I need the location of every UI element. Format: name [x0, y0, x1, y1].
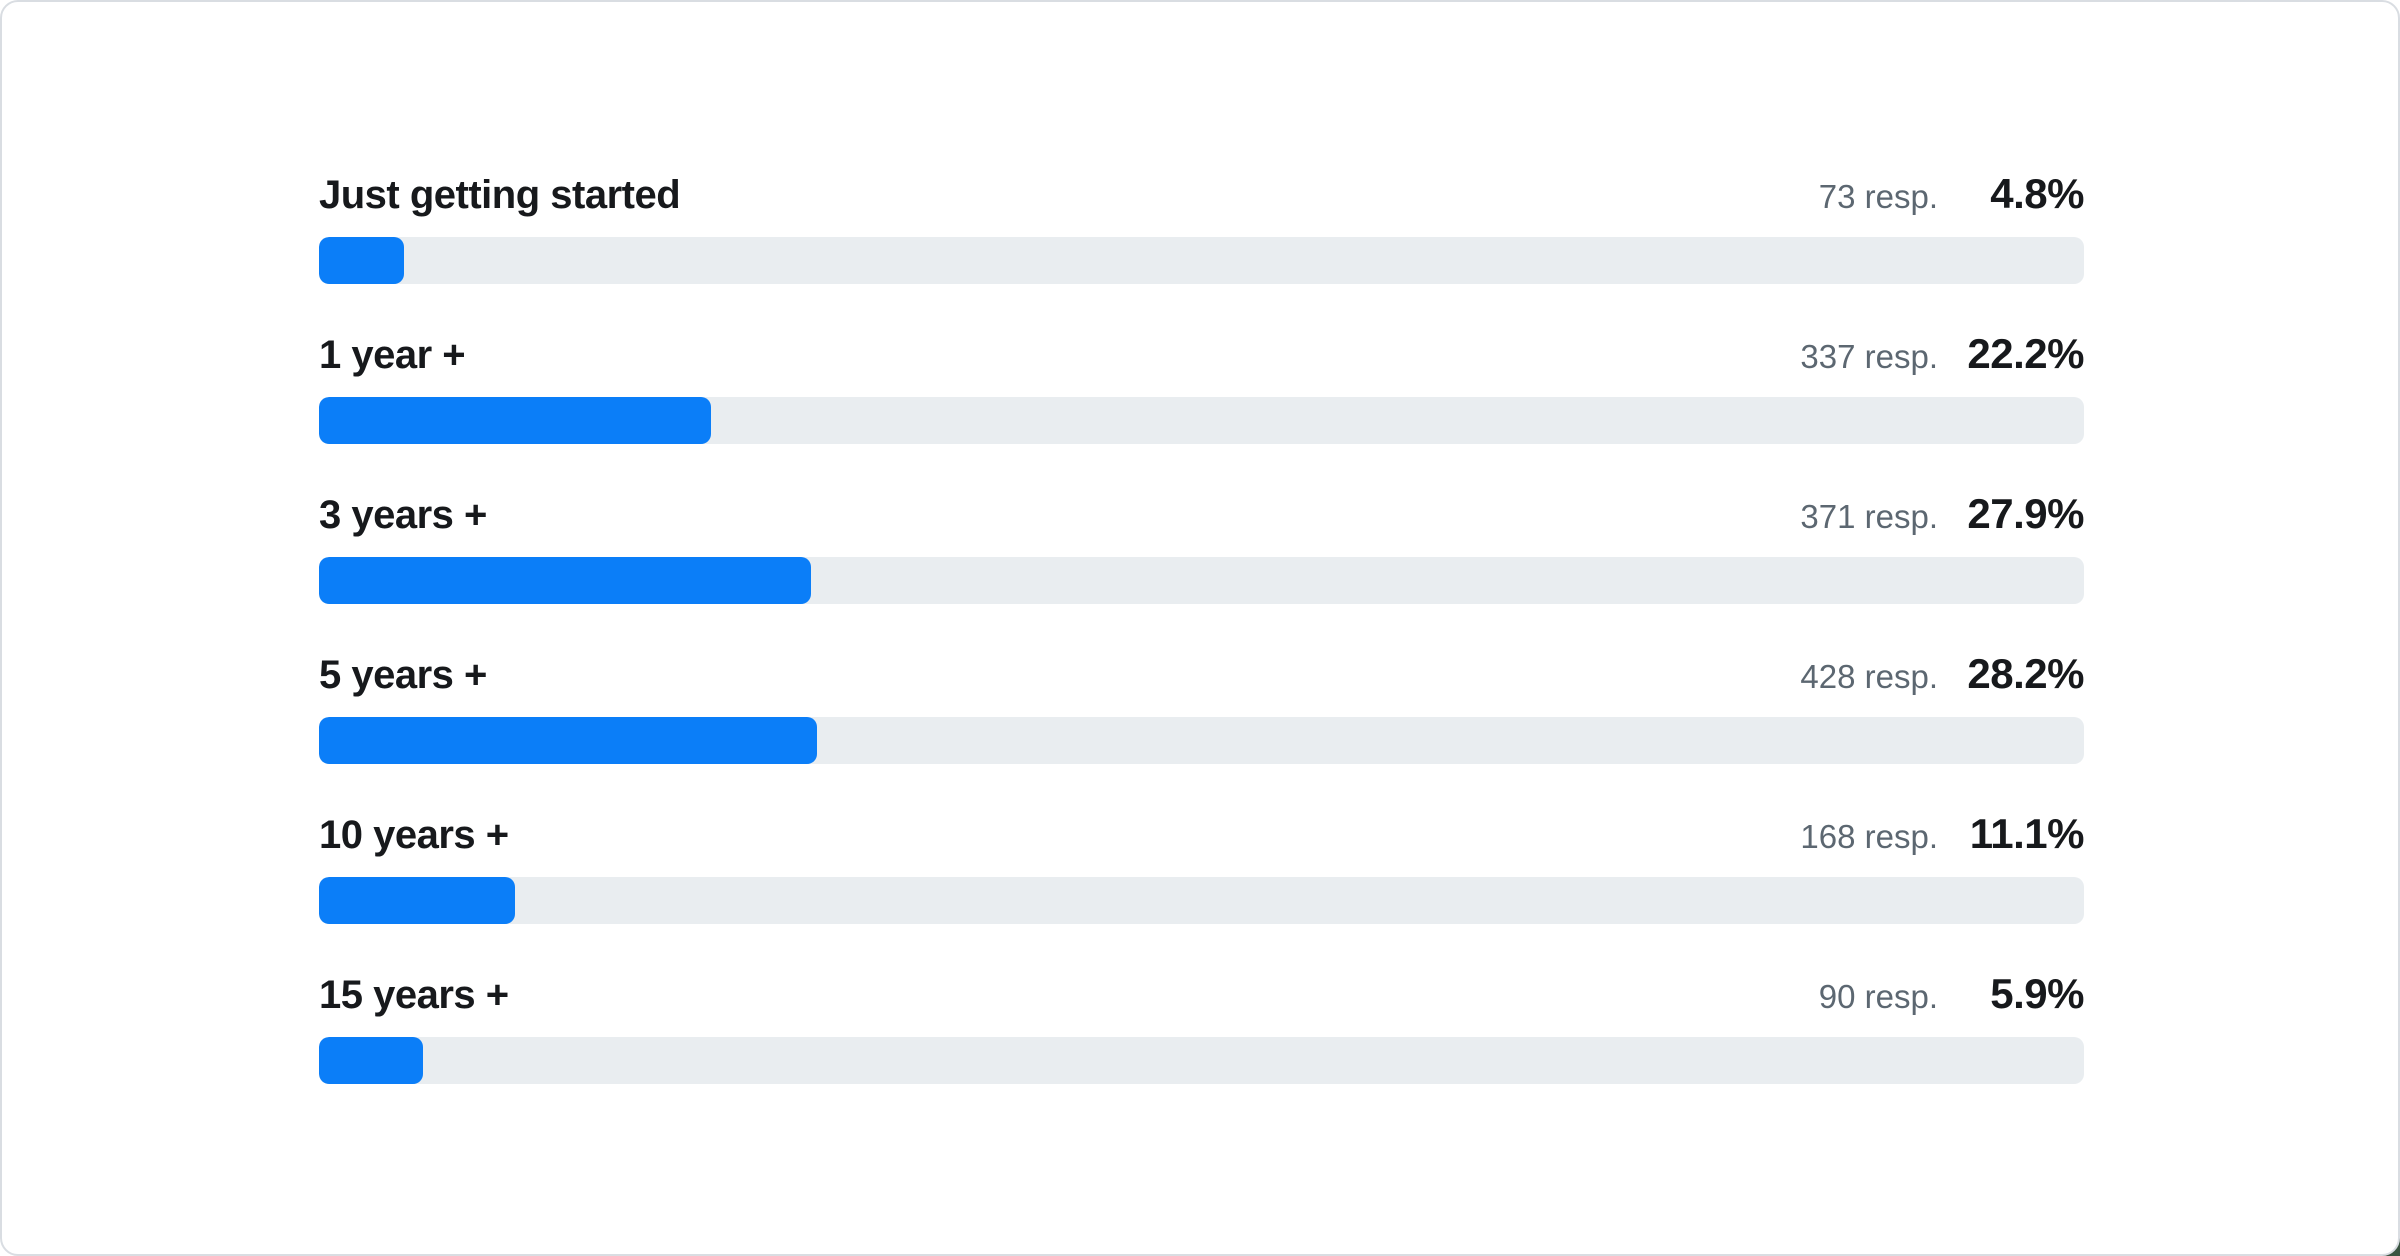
answer-label: 3 years + — [319, 493, 487, 537]
survey-row: 10 years + 168 resp. 11.1% — [319, 810, 2085, 924]
survey-row-header: Just getting started 73 resp. 4.8% — [319, 170, 2085, 221]
percent-value: 22.2% — [1967, 330, 2084, 377]
survey-row: 15 years + 90 resp. 5.9% — [319, 970, 2085, 1084]
survey-row-header: 15 years + 90 resp. 5.9% — [319, 970, 2085, 1021]
response-count: 73 resp. — [1818, 178, 1938, 215]
survey-row: 5 years + 428 resp. 28.2% — [319, 650, 2085, 764]
bar-fill — [319, 877, 515, 924]
answer-stats: 337 resp. 22.2% — [1800, 330, 2084, 381]
answer-label: 5 years + — [319, 653, 487, 697]
bar-fill — [319, 717, 817, 764]
survey-row-header: 3 years + 371 resp. 27.9% — [319, 490, 2085, 541]
bar-track — [319, 397, 2084, 444]
bar-fill — [319, 1037, 424, 1084]
bar-fill — [319, 557, 812, 604]
survey-row: 3 years + 371 resp. 27.9% — [319, 490, 2085, 604]
bar-fill — [319, 237, 404, 284]
answer-label: 15 years + — [319, 973, 509, 1017]
bar-track — [319, 717, 2084, 764]
bar-track — [319, 1037, 2084, 1084]
response-count: 90 resp. — [1818, 978, 1938, 1015]
percent-value: 4.8% — [1990, 170, 2084, 217]
survey-row-header: 10 years + 168 resp. 11.1% — [319, 810, 2085, 861]
percent-value: 28.2% — [1967, 650, 2084, 697]
bar-track — [319, 557, 2084, 604]
survey-row: Just getting started 73 resp. 4.8% — [319, 170, 2085, 284]
survey-row-header: 1 year + 337 resp. 22.2% — [319, 330, 2085, 381]
answer-stats: 371 resp. 27.9% — [1800, 490, 2084, 541]
bar-track — [319, 237, 2084, 284]
response-count: 428 resp. — [1800, 658, 1938, 695]
answer-stats: 168 resp. 11.1% — [1800, 810, 2084, 861]
survey-row: 1 year + 337 resp. 22.2% — [319, 330, 2085, 444]
survey-results-list: Just getting started 73 resp. 4.8% 1 yea… — [319, 170, 2085, 1130]
answer-stats: 428 resp. 28.2% — [1800, 650, 2084, 701]
answer-label: Just getting started — [319, 173, 681, 217]
bar-fill — [319, 397, 711, 444]
response-count: 371 resp. — [1800, 498, 1938, 535]
bar-track — [319, 877, 2084, 924]
response-count: 168 resp. — [1800, 818, 1938, 855]
percent-value: 27.9% — [1967, 490, 2084, 537]
answer-label: 1 year + — [319, 333, 466, 377]
answer-label: 10 years + — [319, 813, 509, 857]
response-count: 337 resp. — [1800, 338, 1938, 375]
answer-stats: 73 resp. 4.8% — [1818, 170, 2085, 221]
answer-stats: 90 resp. 5.9% — [1818, 970, 2085, 1021]
survey-row-header: 5 years + 428 resp. 28.2% — [319, 650, 2085, 701]
percent-value: 5.9% — [1990, 970, 2084, 1017]
percent-value: 11.1% — [1969, 810, 2085, 857]
